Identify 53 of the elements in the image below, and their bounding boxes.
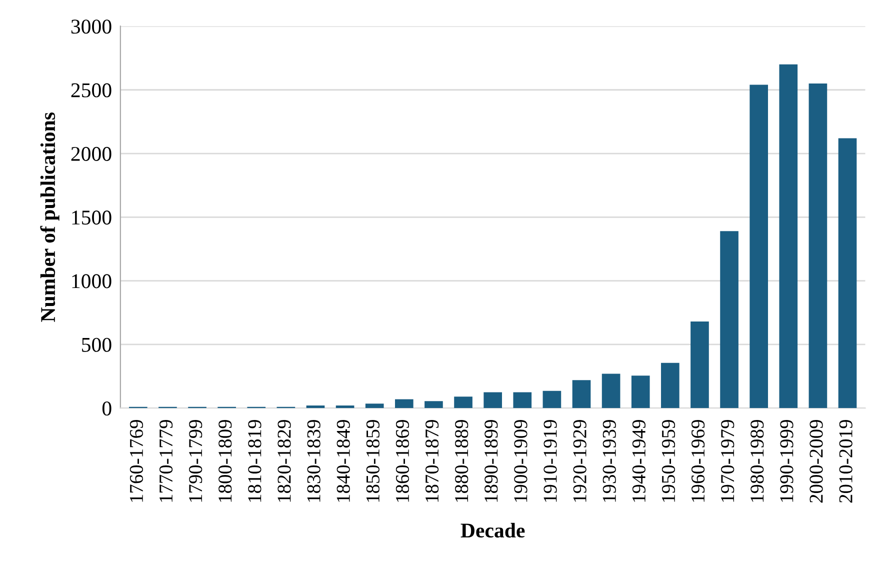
bar: [336, 406, 354, 408]
bar: [631, 376, 650, 408]
x-tick-label: 1950-1959: [662, 420, 676, 502]
x-tick-label: 1960-1969: [691, 420, 705, 502]
x-tick-label: 1900-1909: [514, 420, 528, 502]
bar: [454, 396, 472, 408]
y-tick-label: 500: [82, 338, 112, 352]
x-tick-label: 1830-1839: [307, 420, 320, 502]
x-tick-label: 1770-1779: [159, 420, 173, 502]
bar: [838, 138, 857, 408]
y-tick-label: 3000: [71, 20, 112, 34]
y-tick-label: 0: [102, 401, 112, 416]
x-tick-label: 1890-1899: [484, 420, 498, 502]
x-tick-label: 1980-1989: [750, 420, 764, 502]
y-tick-label: 2500: [71, 83, 112, 98]
y-tick-label: 2000: [71, 146, 112, 161]
bar: [720, 231, 738, 408]
x-tick-label: 1840-1849: [336, 420, 350, 502]
bar: [661, 362, 680, 408]
x-tick-label: 1790-1799: [189, 420, 202, 502]
bar: [513, 392, 532, 408]
y-tick-label: 1500: [72, 210, 112, 225]
x-tick-label: 1920-1929: [573, 420, 586, 502]
x-tick-label: 2010-2019: [839, 420, 852, 503]
x-tick-label: 1880-1889: [455, 420, 468, 502]
bar: [542, 390, 562, 408]
bar: [602, 374, 620, 408]
bar: [690, 322, 709, 408]
bar: [424, 401, 443, 408]
x-tick-label: 1870-1879: [425, 420, 439, 502]
x-tick-label: 1820-1829: [278, 420, 291, 502]
bar: [365, 404, 384, 408]
x-tick-label: 1850-1859: [366, 420, 380, 502]
x-tick-label: 2000-2009: [810, 420, 823, 503]
x-tick-label: 1800-1809: [218, 420, 232, 502]
bar: [306, 406, 325, 408]
y-tick-label: 1000: [72, 274, 112, 288]
x-tick-label: 1930-1939: [602, 420, 616, 502]
x-tick-label: 1910-1919: [544, 420, 557, 502]
x-tick-label: 1810-1819: [248, 420, 262, 502]
bar: [808, 84, 828, 408]
y-axis-title: Number of publications: [40, 112, 60, 322]
bar: [572, 380, 591, 408]
bar: [779, 64, 798, 408]
x-axis-title: Decade: [460, 522, 525, 538]
x-tick-label: 1760-1769: [130, 420, 144, 502]
bar: [395, 399, 414, 408]
bar: [484, 392, 502, 408]
x-tick-label: 1970-1979: [721, 420, 734, 502]
bar: [750, 84, 768, 408]
x-tick-label: 1990-1999: [780, 420, 794, 502]
x-tick-label: 1860-1869: [396, 420, 410, 502]
x-tick-label: 1940-1949: [632, 420, 646, 502]
